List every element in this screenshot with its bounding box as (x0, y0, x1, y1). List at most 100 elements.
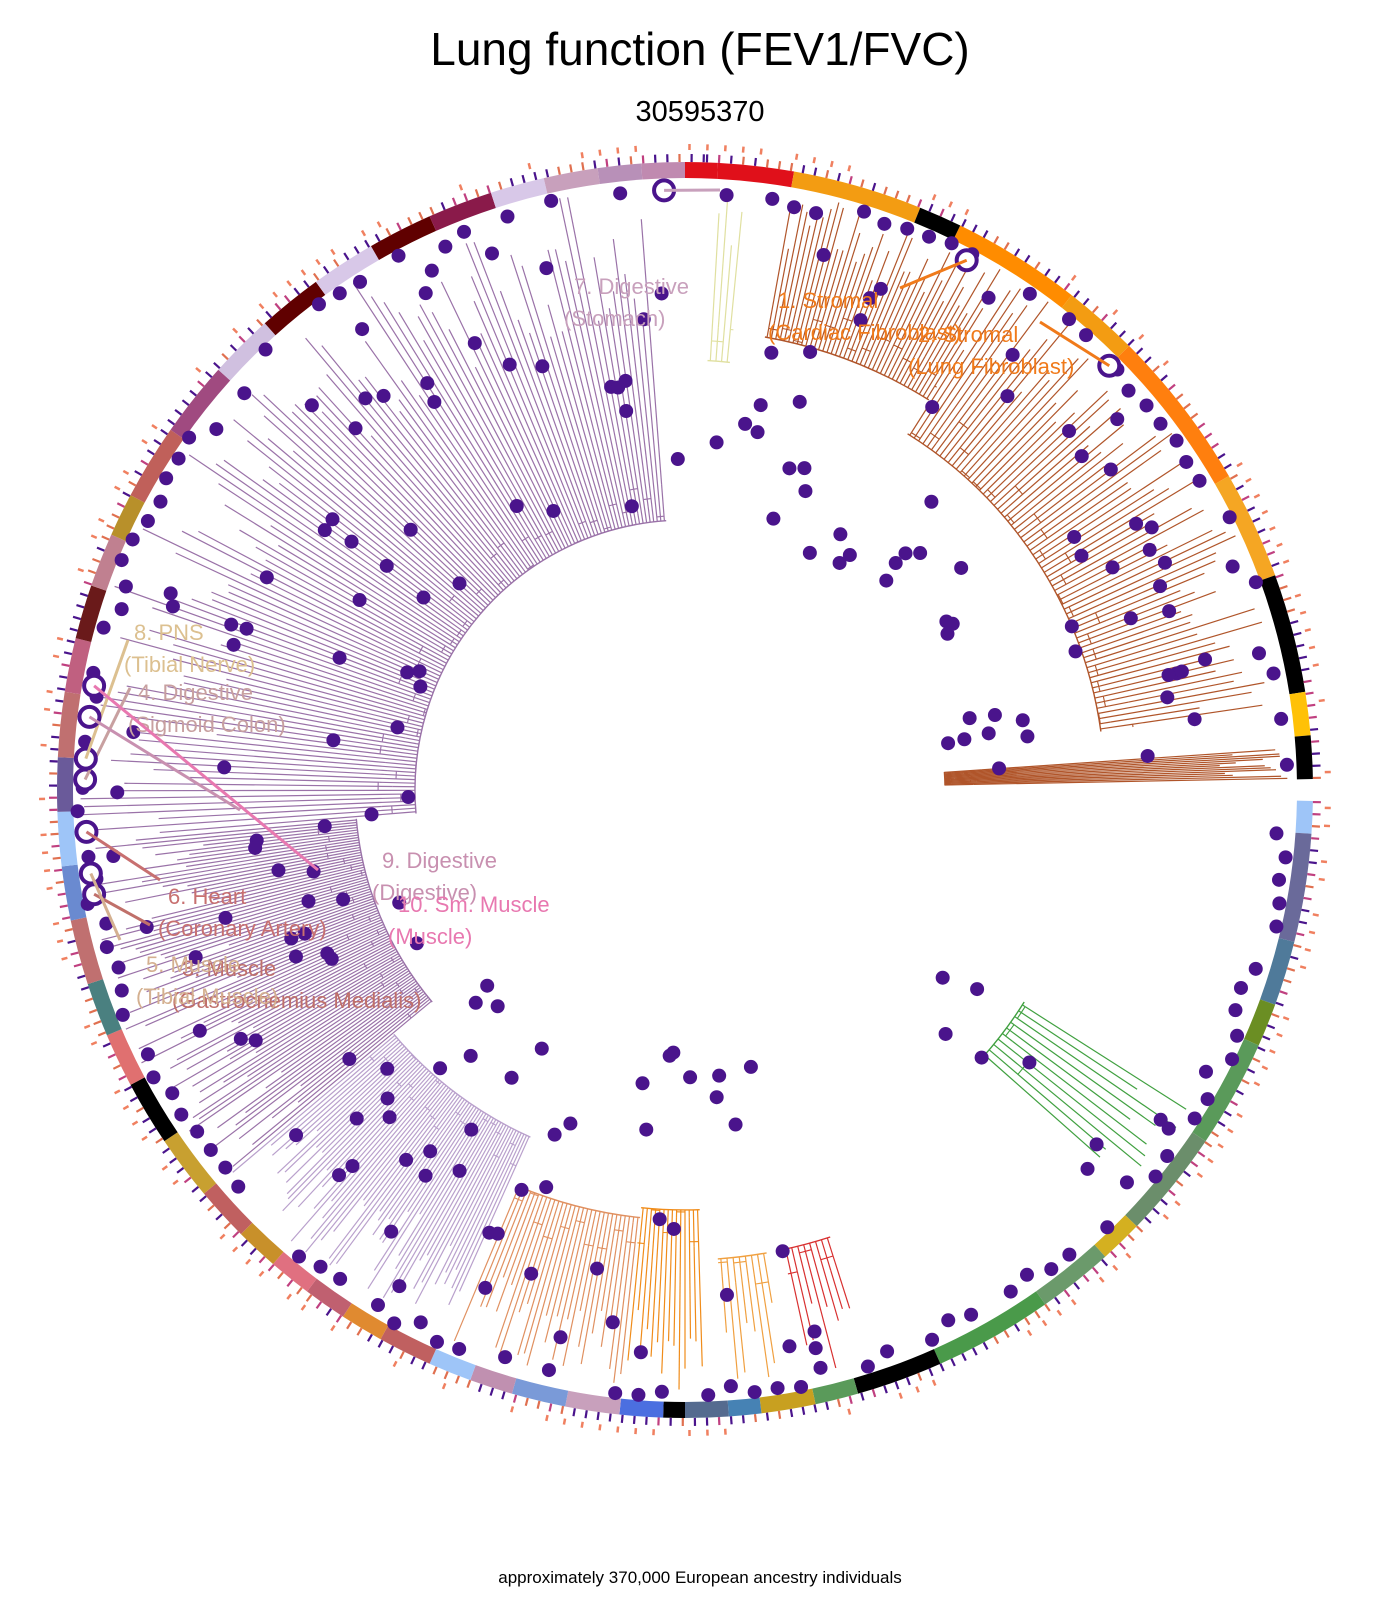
branch-stem (586, 536, 589, 539)
marker-dot (709, 1090, 724, 1105)
branch-stem (323, 831, 358, 838)
branch-leaf (1098, 552, 1217, 606)
marker-dot (1005, 347, 1020, 362)
ring-dash (562, 1418, 567, 1425)
ring-tick (128, 480, 137, 487)
branch-leaf (968, 755, 1280, 775)
marker-dot (701, 1388, 716, 1403)
branch-leaf (135, 820, 342, 841)
branch-leaf (886, 258, 929, 350)
ring-segment (91, 534, 126, 591)
ring-tick (474, 189, 480, 198)
marker-dot (1200, 1092, 1215, 1107)
marker-dot (126, 725, 141, 740)
branch-leaf (145, 925, 375, 1027)
branch-leaf (263, 394, 477, 595)
ring-dash (1026, 1329, 1033, 1337)
branch-leaf (934, 307, 984, 387)
ring-tick (1014, 248, 1021, 257)
ring-segment (87, 979, 122, 1036)
ring-tick (1293, 631, 1302, 636)
ring-segment (1036, 1244, 1106, 1305)
marker-dot (1062, 1247, 1077, 1262)
branch-leaf (186, 967, 368, 1070)
branch-stem (598, 1212, 605, 1240)
branch-stem (496, 559, 515, 582)
branch-stem (393, 710, 425, 721)
ring-dash (1308, 645, 1316, 650)
marker-dot (613, 186, 628, 201)
marker-dot (1080, 1161, 1095, 1176)
branch-stem (792, 340, 795, 343)
branch-leaf (295, 1060, 389, 1146)
branch-leaf (693, 1246, 697, 1342)
branch-stem (415, 1058, 417, 1060)
branch-leaf (609, 1220, 630, 1370)
branch-leaf (806, 1284, 813, 1304)
ring-tick (1082, 1274, 1090, 1283)
branch-stem (628, 1216, 631, 1221)
branch-stem (930, 442, 937, 451)
branch-leaf (620, 1242, 636, 1375)
branch-leaf (379, 1129, 440, 1212)
branch-stem (393, 807, 416, 811)
branch-stem (867, 337, 882, 369)
ring-tick (59, 904, 68, 909)
branch-stem (373, 937, 391, 947)
branch-stem (993, 485, 1016, 506)
branch-leaf (388, 1114, 461, 1220)
marker-dot (765, 191, 780, 206)
branch-stem (982, 489, 989, 495)
branch-stem (421, 707, 428, 710)
branch-stem (412, 700, 429, 707)
branch-leaf (924, 286, 965, 357)
ring-tick (1290, 955, 1299, 960)
ring-tick (1024, 1317, 1031, 1326)
branch-leaf (100, 704, 397, 749)
branch-stem (387, 1045, 405, 1062)
marker-dot (1003, 1284, 1018, 1299)
marker-dot (452, 1341, 467, 1356)
marker-dot (935, 970, 950, 985)
branch-leaf (688, 1217, 692, 1339)
marker-dot (344, 534, 359, 549)
marker-dot (304, 398, 319, 413)
branch-stem (632, 1216, 635, 1223)
branch-leaf (231, 940, 391, 1023)
branch-stem (439, 667, 444, 671)
branch-leaf (1101, 691, 1252, 719)
branch-stem (487, 1116, 492, 1122)
ring-tick (451, 197, 457, 206)
callout-label-line2: (Tibial Muscle) (136, 984, 278, 1009)
marker-dot (654, 286, 669, 301)
branch-stem (1017, 528, 1025, 534)
branch-stem (398, 976, 414, 988)
marker-dot (719, 1287, 734, 1302)
branch-join (637, 1242, 645, 1245)
marker-dot (792, 394, 807, 409)
branch-stem (1081, 648, 1094, 654)
branch-stem (545, 534, 557, 554)
ring-tick (293, 287, 301, 296)
branch-stem (542, 537, 553, 556)
branch-stem (462, 626, 468, 631)
ring-dash (219, 1233, 226, 1240)
marker-dot (1198, 652, 1213, 667)
ring-tick (993, 235, 1000, 244)
branch-stem (572, 1206, 580, 1233)
branch-stem (549, 517, 566, 549)
marker-dot (165, 599, 180, 614)
branch-stem (863, 351, 871, 367)
branch-leaf (810, 1249, 828, 1307)
callout-1: 1. Stromal(Cardiac Fibroblast) (768, 248, 979, 345)
ring-segment (717, 162, 795, 188)
ring-dash (77, 567, 85, 573)
marker-dot (1129, 516, 1144, 531)
branch-join (787, 1271, 798, 1275)
marker-dot (140, 1047, 155, 1062)
branch-stem (348, 923, 384, 941)
marker-dot (842, 548, 857, 563)
branch-stem (446, 1099, 465, 1125)
branch-stem (660, 484, 665, 521)
